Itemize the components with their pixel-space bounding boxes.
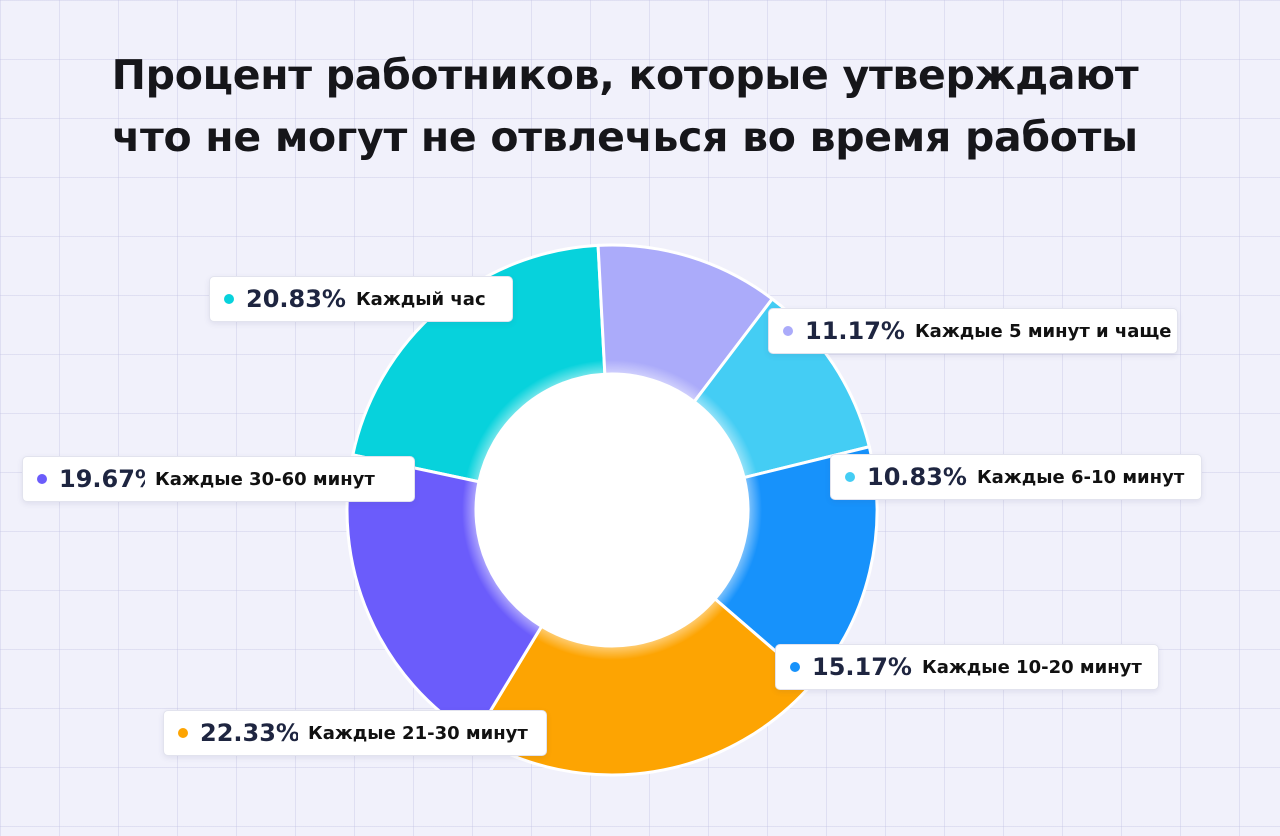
legend-dot-every-21-30-min [178,728,188,738]
category-every-21-30-min: Каждые 21-30 минут [308,722,528,744]
category-every-6-10-min: Каждые 6-10 минут [976,466,1185,488]
legend-dot-every-6-10-min [845,472,855,482]
value-every-hour: 20.83% [246,285,346,313]
title-line-1: Процент работников, которые утверждают [111,51,1139,99]
value-every-5-min: 11.17% [805,317,905,345]
legend-dot-every-5-min [783,326,793,336]
value-every-21-30-min: 22.33% [200,719,298,747]
donut-hole-center [476,374,748,646]
label-every-hour: 20.83% Каждый час [209,276,513,322]
title-line-2: что не могут не отвлечься во время работ… [112,113,1138,161]
category-every-hour: Каждый час [355,288,486,310]
category-every-5-min: Каждые 5 минут и чаще [914,320,1172,342]
value-every-30-60-min: 19.67% [59,465,145,493]
legend-dot-every-10-20-min [790,662,800,672]
legend-dot-every-30-60-min [37,474,47,484]
chart-title: Процент работников, которые утверждают ч… [0,44,1250,168]
legend-dot-every-hour [224,294,234,304]
label-every-21-30-min: 22.33% Каждые 21-30 минут [163,710,547,756]
label-every-10-20-min: 15.17% Каждые 10-20 минут [775,644,1159,690]
value-every-10-20-min: 15.17% [812,653,912,681]
label-every-6-10-min: 10.83% Каждые 6-10 минут [830,454,1202,500]
category-every-10-20-min: Каждые 10-20 минут [922,656,1142,678]
category-every-30-60-min: Каждые 30-60 минут [155,468,375,490]
label-every-30-60-min: 19.67% Каждые 30-60 минут [22,456,415,502]
label-every-5-min: 11.17% Каждые 5 минут и чаще [768,308,1178,354]
value-every-6-10-min: 10.83% [867,463,967,491]
